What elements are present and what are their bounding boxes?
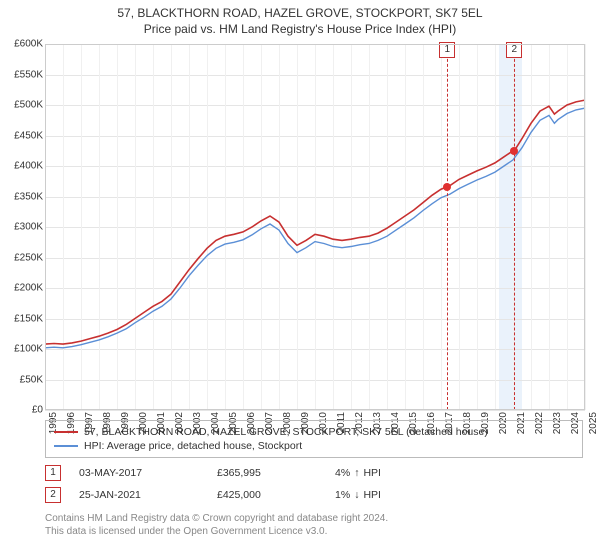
sale-diff-pct: 1% [335,489,350,501]
sale-marker: 1 [45,465,61,481]
y-tick-label: £600K [0,39,43,50]
sale-dot [443,183,451,191]
event-box: 2 [506,42,522,58]
sale-row: 2 25-JAN-2021 £425,000 1% ↓ HPI [45,484,585,506]
y-tick-label: £200K [0,283,43,294]
y-tick-label: £250K [0,252,43,263]
x-tick-label: 2025 [588,412,599,434]
y-tick-label: £150K [0,313,43,324]
event-line [447,44,448,410]
legend-swatch [54,445,78,447]
chart-area: 12 £0£50K£100K£150K£200K£250K£300K£350K£… [45,44,585,410]
attribution-line: This data is licensed under the Open Gov… [45,525,585,538]
sale-diff: 1% ↓ HPI [335,489,381,501]
legend-item: 57, BLACKTHORN ROAD, HAZEL GROVE, STOCKP… [54,425,574,439]
chart-title-address: 57, BLACKTHORN ROAD, HAZEL GROVE, STOCKP… [0,6,600,20]
y-tick-label: £100K [0,344,43,355]
legend-swatch [54,431,78,433]
line-chart-svg [45,44,585,410]
sale-dot [510,147,518,155]
attribution: Contains HM Land Registry data © Crown c… [45,512,585,538]
y-tick-label: £50K [0,374,43,385]
sale-diff-pct: 4% [335,467,350,479]
y-tick-label: £500K [0,100,43,111]
y-tick-label: £350K [0,191,43,202]
sale-date: 03-MAY-2017 [79,467,199,479]
sale-price: £425,000 [217,489,317,501]
y-tick-label: £450K [0,130,43,141]
sales-table: 1 03-MAY-2017 £365,995 4% ↑ HPI 2 25-JAN… [45,462,585,506]
series-price_paid [45,100,585,344]
sale-diff: 4% ↑ HPI [335,467,381,479]
sale-diff-label: HPI [363,489,381,501]
sale-price: £365,995 [217,467,317,479]
y-tick-label: £550K [0,69,43,80]
series-hpi [45,108,585,348]
sale-diff-label: HPI [363,467,381,479]
sale-date: 25-JAN-2021 [79,489,199,501]
sale-marker: 2 [45,487,61,503]
attribution-line: Contains HM Land Registry data © Crown c… [45,512,585,525]
legend: 57, BLACKTHORN ROAD, HAZEL GROVE, STOCKP… [45,420,583,458]
arrow-up-icon: ↑ [354,467,359,479]
y-tick-label: £300K [0,222,43,233]
chart-title-block: 57, BLACKTHORN ROAD, HAZEL GROVE, STOCKP… [0,0,600,36]
y-tick-label: £400K [0,161,43,172]
legend-item: HPI: Average price, detached house, Stoc… [54,439,574,453]
event-line [514,44,515,410]
sale-row: 1 03-MAY-2017 £365,995 4% ↑ HPI [45,462,585,484]
arrow-down-icon: ↓ [354,489,359,501]
legend-label: 57, BLACKTHORN ROAD, HAZEL GROVE, STOCKP… [84,426,488,438]
y-tick-label: £0 [0,405,43,416]
legend-label: HPI: Average price, detached house, Stoc… [84,440,302,452]
chart-title-sub: Price paid vs. HM Land Registry's House … [0,22,600,36]
event-box: 1 [439,42,455,58]
